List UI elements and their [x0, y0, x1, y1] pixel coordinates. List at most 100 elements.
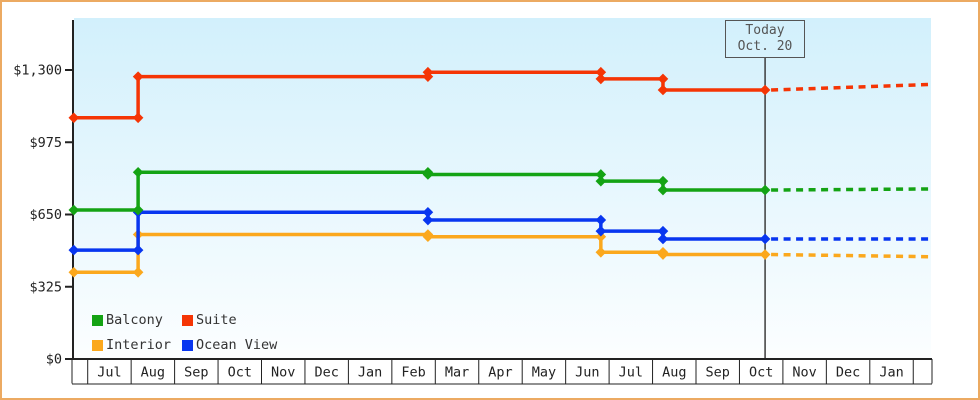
- series-balcony-point: [132, 204, 144, 216]
- month-strip-bottom-line: [72, 383, 932, 385]
- series-suite-line: [73, 70, 766, 120]
- today-date: Oct. 20: [737, 39, 793, 54]
- y-axis-tick-label: $325: [29, 279, 62, 295]
- legend-label-suite: Suite: [196, 312, 237, 328]
- series-balcony-point: [68, 204, 80, 216]
- month-cell-divider: [931, 359, 933, 384]
- series-interior-point: [595, 231, 607, 243]
- month-label: Nov: [792, 365, 816, 381]
- month-cell-divider: [695, 359, 697, 384]
- month-cell-divider: [217, 359, 219, 384]
- month-cell-divider: [608, 359, 610, 384]
- month-label: Sep: [184, 365, 208, 381]
- balcony-swatch-icon: [92, 314, 103, 326]
- series-suite-point: [422, 66, 434, 78]
- month-cell-divider: [71, 359, 73, 384]
- series-ocean-view-point: [422, 214, 434, 226]
- month-label: Oct: [749, 365, 773, 381]
- today-label: Today: [745, 23, 785, 38]
- month-label: Jun: [575, 365, 599, 381]
- y-axis-tick-label: $0: [46, 352, 62, 368]
- legend-item-balcony: Balcony: [92, 312, 182, 328]
- month-cell-divider: [304, 359, 306, 384]
- month-cell-divider: [174, 359, 176, 384]
- month-label: Jul: [619, 365, 643, 381]
- month-cell-divider: [738, 359, 740, 384]
- month-label: Jan: [358, 365, 382, 381]
- month-label: Jan: [879, 365, 903, 381]
- y-axis-tick: [65, 213, 72, 216]
- legend: Balcony Suite Interior Ocean View: [92, 312, 277, 353]
- month-label: Nov: [271, 365, 295, 381]
- series-ocean-view-point: [657, 225, 669, 237]
- series-suite-today-point: [759, 84, 771, 96]
- y-axis-tick-label: $1,300: [13, 63, 62, 79]
- series-suite-projection-line: [771, 82, 932, 92]
- y-axis-tick-label: $650: [29, 207, 62, 223]
- series-interior-point: [657, 249, 669, 260]
- series-balcony-point: [132, 166, 144, 178]
- month-cell-divider: [652, 359, 654, 384]
- month-cell-divider: [261, 359, 262, 384]
- series-suite-point: [68, 112, 80, 124]
- month-cell-divider: [434, 359, 436, 384]
- legend-row: Balcony Suite: [92, 312, 277, 328]
- x-axis-line: [72, 358, 932, 360]
- series-balcony-today-point: [759, 184, 771, 196]
- month-cell-divider: [869, 359, 871, 384]
- series-interior-point: [422, 231, 434, 243]
- month-cell-divider: [87, 359, 89, 384]
- series-ocean-view-point: [595, 214, 607, 226]
- y-axis-tick-label: $975: [29, 135, 62, 151]
- series-suite-point: [132, 112, 144, 124]
- month-label: May: [532, 365, 556, 381]
- interior-swatch-icon: [92, 339, 103, 351]
- series-balcony-point: [422, 169, 434, 180]
- series-suite-point: [595, 66, 607, 78]
- suite-swatch-icon: [182, 314, 193, 326]
- month-cell-divider: [347, 359, 349, 384]
- month-label: Dec: [314, 365, 338, 381]
- month-label: Oct: [228, 365, 252, 381]
- month-label: Feb: [401, 365, 425, 381]
- y-axis-tick: [65, 285, 72, 288]
- series-interior-today-point: [759, 249, 771, 260]
- month-label: Jul: [97, 365, 121, 381]
- series-ocean-view-point: [422, 206, 434, 218]
- legend-label-ocean-view: Ocean View: [196, 337, 278, 353]
- month-cell-divider: [912, 359, 914, 384]
- month-cell-divider: [565, 359, 567, 384]
- month-label: Dec: [836, 365, 860, 381]
- y-axis-tick: [65, 358, 72, 360]
- month-cell-divider: [521, 359, 523, 384]
- series-balcony-point: [595, 175, 607, 187]
- legend-label-balcony: Balcony: [106, 312, 163, 328]
- series-interior-point: [595, 246, 607, 258]
- series-ocean-view-point: [132, 244, 144, 256]
- legend-label-interior: Interior: [106, 337, 172, 353]
- series-ocean-view-point: [657, 233, 669, 245]
- series-balcony-projection-line: [771, 187, 932, 192]
- series-balcony-point: [657, 175, 669, 187]
- ocean-view-swatch-icon: [182, 339, 193, 351]
- month-label: Apr: [488, 365, 512, 381]
- legend-item-interior: Interior: [92, 337, 182, 353]
- series-balcony-point: [657, 184, 669, 196]
- series-ocean-view-point: [595, 225, 607, 237]
- series-ocean-view-point: [68, 244, 80, 256]
- series-interior-point: [68, 267, 80, 278]
- month-cell-divider: [391, 359, 393, 384]
- series-suite-point: [657, 73, 669, 85]
- month-cell-divider: [782, 359, 784, 384]
- month-label: Mar: [445, 365, 469, 381]
- legend-row: Interior Ocean View: [92, 337, 277, 353]
- y-axis-tick: [65, 141, 72, 144]
- series-suite-point: [657, 84, 669, 96]
- series-suite-point: [132, 71, 144, 82]
- series-interior-projection-line: [771, 252, 932, 259]
- month-cell-divider: [478, 359, 480, 384]
- month-cell-divider: [130, 359, 132, 384]
- today-box: Today Oct. 20: [725, 20, 805, 58]
- y-axis-tick: [65, 69, 72, 71]
